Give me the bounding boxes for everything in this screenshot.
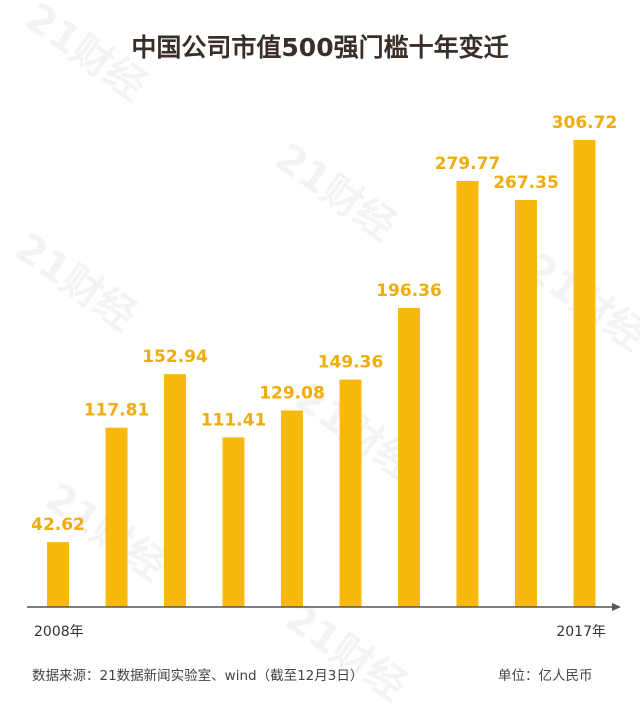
x-tick-label: 2017年 — [556, 624, 606, 640]
chart-title: 中国公司市值500强门槛十年变迁 — [131, 33, 509, 62]
bar-2011年 — [222, 437, 245, 607]
value-label: 152.94 — [142, 347, 208, 367]
value-label: 267.35 — [493, 173, 559, 193]
value-label: 111.41 — [201, 410, 267, 430]
bar-2008年 — [47, 542, 69, 607]
value-label: 306.72 — [552, 113, 618, 133]
bar-2009年 — [105, 427, 128, 607]
value-label: 196.36 — [376, 281, 442, 301]
bar-2017年 — [573, 140, 596, 607]
value-label: 279.77 — [435, 154, 501, 174]
bar-2014年 — [398, 308, 420, 607]
bar-2015年 — [456, 181, 479, 607]
bar-2012年 — [281, 410, 303, 607]
value-label: 117.81 — [84, 401, 150, 421]
value-label: 129.08 — [259, 383, 325, 403]
axis-arrow-icon — [612, 603, 621, 611]
source-note: 数据来源：21数据新闻实验室、wind（截至12月3日） — [32, 668, 364, 684]
unit-note: 单位：亿人民币 — [498, 668, 593, 684]
bar-2013年 — [339, 379, 362, 607]
value-label: 149.36 — [318, 353, 384, 373]
bar-2016年 — [515, 199, 537, 607]
value-label: 42.62 — [31, 515, 85, 535]
x-tick-label: 2008年 — [34, 624, 84, 640]
bar-2010年 — [164, 374, 186, 607]
